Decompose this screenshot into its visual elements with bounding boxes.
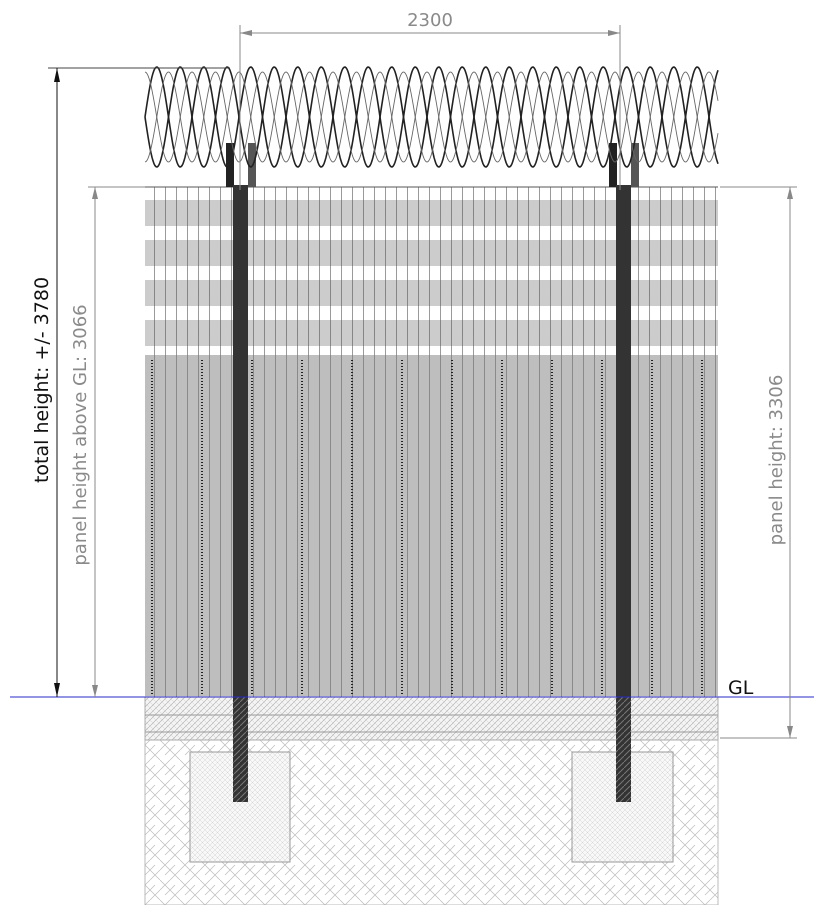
width-label: 2300 [407,10,453,31]
panel-height-dimension: panel height: 3306 [720,186,797,739]
panel-above-gl-dimension: panel height above GL: 3066 [70,186,145,697]
posts [226,143,639,802]
total-height-label: total height: +/- 3780 [31,277,53,483]
ground-level-label: GL [728,677,754,699]
mesh-panel [145,186,718,697]
total-height-dimension: total height: +/- 3780 [31,67,230,697]
panel-above-gl-label: panel height above GL: 3066 [70,304,91,565]
ground [144,696,719,905]
panel-height-label: panel height: 3306 [766,375,787,546]
width-dimension: 2300 [239,10,621,190]
